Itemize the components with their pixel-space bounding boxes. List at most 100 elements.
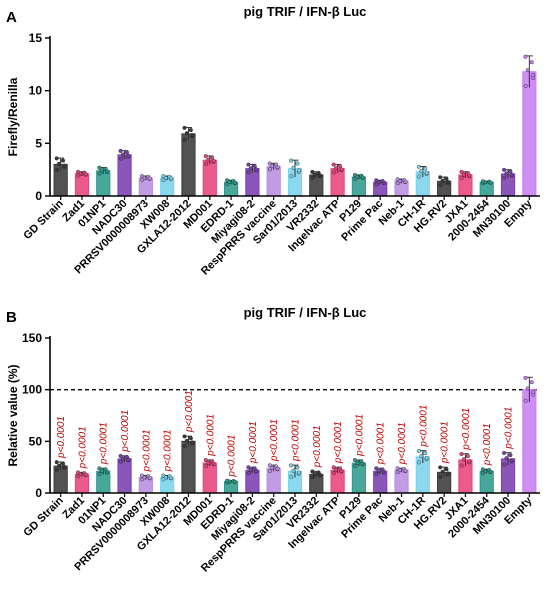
replicate-dot: [267, 161, 272, 166]
replicate-dot: [267, 167, 272, 172]
replicate-dot: [291, 165, 296, 170]
replicate-dot: [54, 156, 59, 161]
p-value-label: p<0.0001: [205, 414, 216, 457]
replicate-dot: [508, 169, 513, 174]
replicate-dot: [504, 456, 509, 461]
replicate-dot: [203, 154, 208, 159]
replicate-dot: [188, 128, 193, 133]
replicate-dot: [480, 179, 485, 184]
replicate-dot: [523, 54, 528, 59]
replicate-dot: [467, 173, 472, 178]
replicate-dot: [374, 178, 379, 183]
replicate-dot: [417, 460, 422, 465]
replicate-dot: [459, 452, 464, 457]
replicate-dot: [184, 438, 189, 443]
replicate-dot: [204, 161, 209, 166]
replicate-dot: [270, 164, 275, 169]
p-value-label: p<0.0001: [269, 419, 280, 462]
replicate-dot: [438, 474, 443, 479]
replicate-dot: [360, 461, 365, 466]
replicate-dot: [459, 463, 464, 468]
p-value-label: p<0.0001: [376, 422, 387, 465]
replicate-dot: [190, 440, 195, 445]
replicate-dot: [182, 434, 187, 439]
replicate-dot: [97, 466, 102, 471]
replicate-dot: [438, 183, 443, 188]
replicate-dot: [252, 164, 257, 169]
replicate-dot: [480, 467, 485, 472]
replicate-dot: [225, 178, 230, 183]
replicate-dot: [502, 451, 507, 456]
replicate-dot: [83, 172, 88, 177]
replicate-dot: [395, 177, 400, 182]
p-value-label: p<0.0001: [163, 429, 174, 472]
p-value-label: p<0.0001: [99, 422, 110, 465]
replicate-dot: [382, 469, 387, 474]
replicate-dot: [233, 180, 238, 185]
p-value-label: p<0.0001: [184, 390, 195, 433]
replicate-dot: [444, 467, 449, 472]
panel-letter-a: A: [6, 9, 17, 26]
replicate-dot: [310, 175, 315, 180]
replicate-dot: [54, 168, 59, 173]
y-tick-label: 15: [29, 31, 43, 45]
replicate-dot: [99, 468, 104, 473]
replicate-dot: [531, 390, 536, 395]
replicate-dot: [169, 176, 174, 181]
replicate-dot: [440, 469, 445, 474]
replicate-dot: [182, 443, 187, 448]
replicate-dot: [97, 472, 102, 477]
replicate-dot: [488, 469, 493, 474]
replicate-dot: [438, 465, 443, 470]
replicate-dot: [529, 60, 534, 65]
replicate-dot: [417, 174, 422, 179]
replicate-dot: [403, 468, 408, 473]
y-tick-label: 150: [22, 331, 42, 345]
p-value-label: p<0.0001: [333, 421, 344, 464]
replicate-dot: [510, 172, 515, 177]
replicate-dot: [310, 475, 315, 480]
x-tick-label-p0-0: GD Strain: [21, 197, 66, 242]
replicate-dot: [254, 468, 259, 473]
replicate-dot: [310, 469, 315, 474]
replicate-dot: [139, 174, 144, 179]
replicate-dot: [444, 176, 449, 181]
replicate-dot: [339, 167, 344, 172]
chart-title: pig TRIF / IFN-β Luc: [244, 305, 367, 320]
replicate-dot: [188, 436, 193, 441]
replicate-dot: [190, 133, 195, 138]
y-tick-label: 0: [35, 189, 42, 203]
replicate-dot: [289, 174, 294, 179]
replicate-dot: [120, 152, 125, 157]
replicate-dot: [525, 68, 530, 73]
replicate-dot: [467, 459, 472, 464]
p-value-label: p<0.0001: [354, 414, 365, 457]
replicate-dot: [423, 166, 428, 171]
p-value-label: p<0.0001: [397, 422, 408, 465]
p-value-label: p<0.0001: [291, 419, 302, 462]
replicate-dot: [312, 172, 317, 177]
y-axis-label: Relative value (%): [6, 364, 20, 466]
replicate-dot: [54, 467, 59, 472]
replicate-dot: [57, 161, 62, 166]
replicate-dot: [246, 471, 251, 476]
replicate-dot: [246, 465, 251, 470]
replicate-dot: [531, 72, 536, 77]
replicate-dot: [184, 131, 189, 136]
replicate-dot: [310, 169, 315, 174]
replicate-dot: [403, 179, 408, 184]
panel-letter-b: B: [6, 309, 17, 326]
y-axis-label: Firefly/Renilla: [6, 77, 20, 156]
bar-p0-22: [522, 71, 537, 197]
replicate-dot: [275, 466, 280, 471]
p-value-label: p<0.0001: [56, 416, 67, 459]
replicate-dot: [139, 473, 144, 478]
replicate-dot: [374, 472, 379, 477]
replicate-dot: [161, 174, 166, 179]
replicate-dot: [99, 168, 104, 173]
p-value-label: p<0.0001: [440, 421, 451, 464]
replicate-dot: [395, 466, 400, 471]
replicate-dot: [248, 166, 253, 171]
replicate-dot: [424, 170, 429, 175]
